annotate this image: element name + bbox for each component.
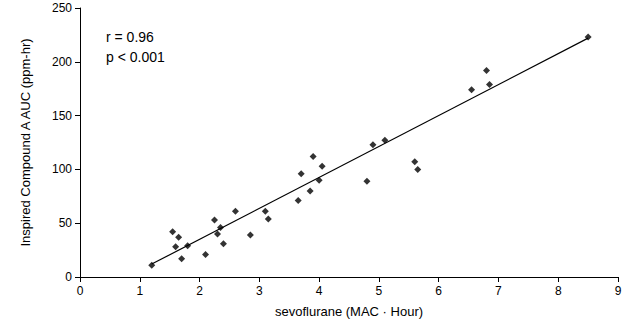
svg-text:3: 3	[256, 284, 263, 298]
svg-text:0: 0	[65, 270, 72, 284]
svg-text:250: 250	[52, 1, 72, 15]
svg-text:100: 100	[52, 162, 72, 176]
svg-text:200: 200	[52, 55, 72, 69]
svg-text:4: 4	[316, 284, 323, 298]
svg-text:Inspired Compound A AUC (ppm-h: Inspired Compound A AUC (ppm-hr)	[18, 38, 33, 246]
svg-text:p < 0.001: p < 0.001	[106, 49, 165, 65]
svg-text:8: 8	[555, 284, 562, 298]
svg-text:5: 5	[376, 284, 383, 298]
svg-text:r = 0.96: r = 0.96	[106, 29, 154, 45]
svg-text:9: 9	[615, 284, 622, 298]
svg-text:0: 0	[77, 284, 84, 298]
svg-text:50: 50	[59, 216, 73, 230]
svg-text:2: 2	[196, 284, 203, 298]
svg-text:7: 7	[495, 284, 502, 298]
svg-text:sevoflurane (MAC · Hour): sevoflurane (MAC · Hour)	[275, 304, 423, 319]
svg-text:150: 150	[52, 109, 72, 123]
svg-text:1: 1	[136, 284, 143, 298]
svg-text:6: 6	[435, 284, 442, 298]
